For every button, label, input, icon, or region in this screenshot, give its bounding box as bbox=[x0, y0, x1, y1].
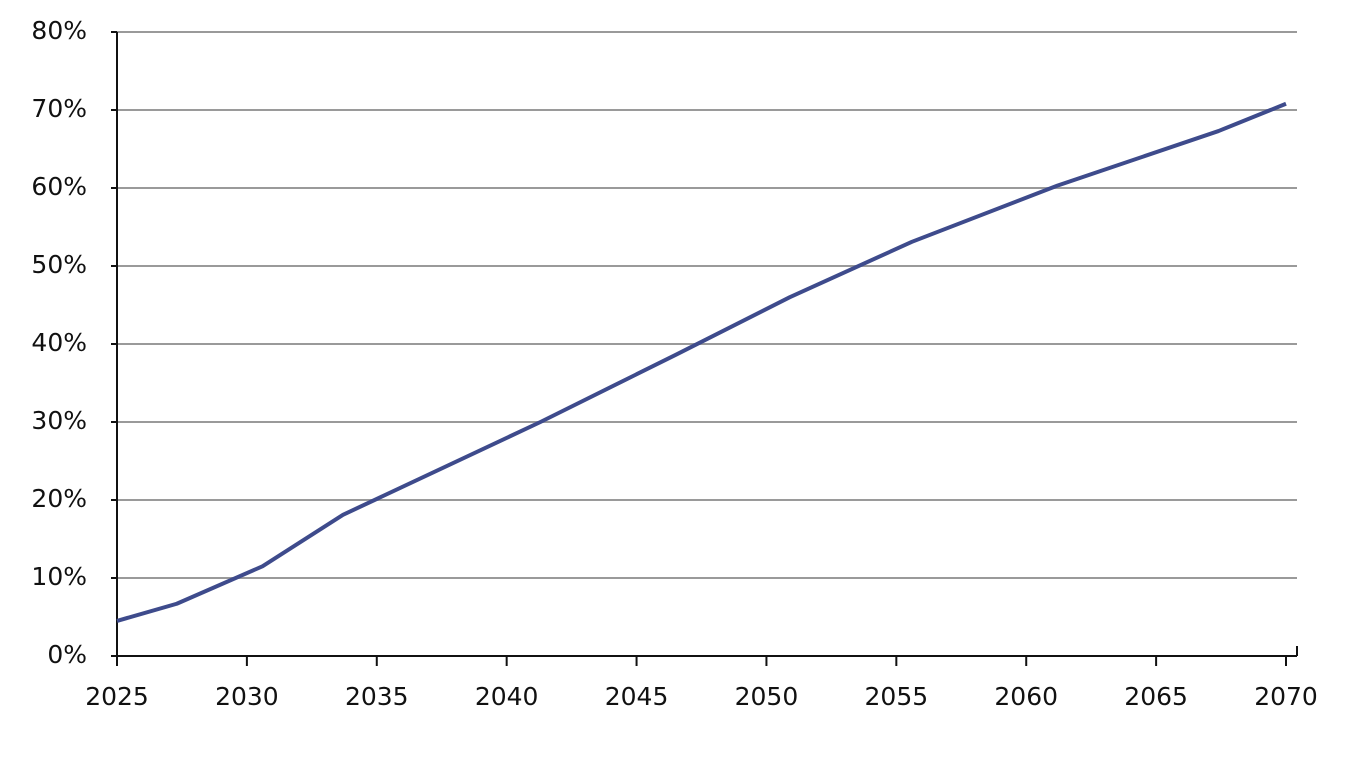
y-tick-label: 50% bbox=[31, 250, 87, 279]
x-tick-label: 2055 bbox=[865, 682, 929, 711]
x-tick-label: 2070 bbox=[1254, 682, 1318, 711]
x-tick-label: 2065 bbox=[1124, 682, 1188, 711]
y-tick-label: 40% bbox=[31, 328, 87, 357]
data-line bbox=[116, 101, 1287, 623]
y-tick-label: 0% bbox=[47, 640, 87, 669]
x-tick-label: 2045 bbox=[605, 682, 669, 711]
x-tick-label: 2025 bbox=[85, 682, 149, 711]
y-tick-label: 10% bbox=[31, 562, 87, 591]
y-tick-label: 60% bbox=[31, 172, 87, 201]
x-tick-label: 2035 bbox=[345, 682, 409, 711]
y-tick-label: 30% bbox=[31, 406, 87, 435]
x-tick-label: 2050 bbox=[735, 682, 799, 711]
x-tick-label: 2030 bbox=[215, 682, 279, 711]
y-tick-label: 80% bbox=[31, 16, 87, 45]
y-tick-label: 70% bbox=[31, 94, 87, 123]
y-tick-label: 20% bbox=[31, 484, 87, 513]
x-tick-label: 2040 bbox=[475, 682, 539, 711]
x-tick-label: 2060 bbox=[994, 682, 1058, 711]
